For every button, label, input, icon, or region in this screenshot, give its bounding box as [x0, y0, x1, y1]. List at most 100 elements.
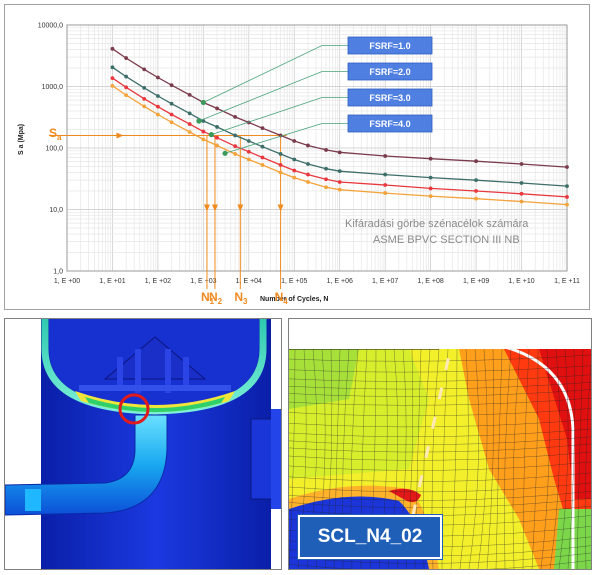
- data-point: [124, 85, 129, 90]
- data-point: [110, 83, 115, 88]
- side-flange: [271, 409, 281, 509]
- n-label-letter: N: [234, 290, 243, 304]
- legend-box: [347, 36, 433, 55]
- data-point: [215, 106, 219, 111]
- critical-location-marker: [118, 393, 150, 425]
- data-point: [292, 175, 297, 180]
- data-point: [324, 166, 328, 171]
- n-label-index: 4: [283, 297, 288, 306]
- annotation-line-2: ASME BPVC SECTION III NB: [373, 234, 520, 246]
- x-axis-ticks: 1, E +00 1, E +01 1, E +02 1, E +03 1, E +04…: [54, 278, 580, 285]
- data-point: [383, 191, 388, 195]
- data-point: [337, 187, 342, 192]
- mesh-line-h: [289, 354, 591, 362]
- internal-cone: [103, 336, 207, 380]
- data-point: [278, 170, 283, 175]
- x-tick-label: 1, E +00: [54, 278, 80, 285]
- mesh-line-h: [289, 382, 591, 390]
- y-tick-label: 1,0: [53, 269, 63, 276]
- data-point: [187, 130, 192, 134]
- data-point: [519, 199, 524, 204]
- x-tick-label: 1, E +05: [281, 278, 307, 285]
- legend-box: [347, 88, 433, 107]
- n-label-index: 3: [243, 297, 248, 306]
- y-axis-ticks: 1,0 10,0 100,0 1000,0 10000,0: [38, 23, 63, 276]
- pipe-end: [25, 489, 41, 511]
- mesh-line-v: [504, 348, 512, 569]
- data-point: [215, 125, 219, 129]
- mesh-line-h: [289, 560, 591, 569]
- y-tick-label: 10000,0: [38, 23, 63, 30]
- stress-classification-line: [411, 328, 457, 516]
- mesh-line-v: [450, 348, 458, 569]
- data-point: [565, 165, 569, 169]
- data-point: [337, 180, 342, 184]
- chart-grid: [66, 25, 567, 272]
- n-guide-arrow: [211, 204, 218, 212]
- fea-model-overview: [4, 318, 282, 570]
- legend-leader: [203, 45, 348, 103]
- mesh-line-h: [289, 419, 591, 428]
- sa-label: Sa: [49, 126, 62, 142]
- data-point: [187, 122, 192, 126]
- mesh-line-h: [289, 443, 591, 453]
- data-point: [474, 196, 478, 201]
- mesh-line-h: [289, 428, 591, 437]
- data-point: [215, 135, 219, 140]
- outlet-pipe: [5, 414, 168, 516]
- data-point: [156, 112, 160, 117]
- mesh-line-v: [486, 348, 495, 569]
- data-point: [124, 74, 129, 79]
- legend-label: FSRF=3.0: [369, 93, 410, 103]
- support-rib-4: [183, 357, 189, 391]
- data-point: [565, 195, 569, 199]
- data-point: [187, 111, 192, 116]
- x-tick-label: 1, E +10: [508, 278, 534, 285]
- x-tick-label: 1, E +09: [463, 278, 489, 285]
- n-label-index: 2: [218, 297, 223, 306]
- n-label-letter: N: [209, 290, 218, 304]
- data-point: [233, 144, 238, 149]
- mesh-line-v: [567, 348, 575, 569]
- support-rib-1: [117, 357, 123, 391]
- data-point: [233, 133, 238, 138]
- data-point: [215, 143, 219, 148]
- x-tick-label: 1, E +07: [372, 278, 398, 285]
- data-point: [565, 184, 569, 189]
- scl-label: SCL_N4_02: [298, 515, 442, 559]
- data-point: [260, 155, 265, 160]
- data-point: [142, 67, 147, 72]
- data-point: [428, 194, 433, 199]
- mesh-line-h: [289, 397, 591, 406]
- data-point: [246, 149, 251, 154]
- annotation-line-1: Kifáradási görbe szénacélok számára: [345, 218, 529, 230]
- x-tick-label: 1, E +04: [236, 278, 262, 285]
- data-point: [124, 93, 129, 97]
- data-point: [260, 126, 265, 131]
- n-label-2: N2: [209, 290, 223, 306]
- data-point: [278, 152, 283, 156]
- mesh-line-h: [289, 451, 591, 461]
- data-point: [260, 144, 265, 149]
- data-point: [110, 76, 115, 80]
- mesh-line-h: [289, 374, 591, 382]
- data-point: [169, 83, 174, 88]
- mesh-line-h: [289, 436, 591, 446]
- data-point: [156, 104, 160, 109]
- mesh-line-v: [289, 348, 296, 569]
- data-point: [124, 56, 129, 60]
- mesh-line-h: [289, 498, 591, 509]
- n-label-1: N1: [201, 290, 215, 306]
- x-tick-label: 1, E +03: [190, 278, 216, 285]
- data-point: [306, 172, 310, 177]
- y-tick-label: 1000,0: [42, 84, 64, 91]
- mesh-line-v: [441, 348, 449, 569]
- mesh-line-v: [531, 348, 539, 569]
- legend-box: [347, 114, 433, 133]
- n-guide-arrow: [277, 204, 284, 212]
- data-point: [142, 96, 147, 101]
- mesh-line-v: [585, 358, 591, 569]
- data-point: [201, 137, 206, 142]
- data-point: [187, 93, 192, 97]
- legend-leader: [198, 71, 348, 122]
